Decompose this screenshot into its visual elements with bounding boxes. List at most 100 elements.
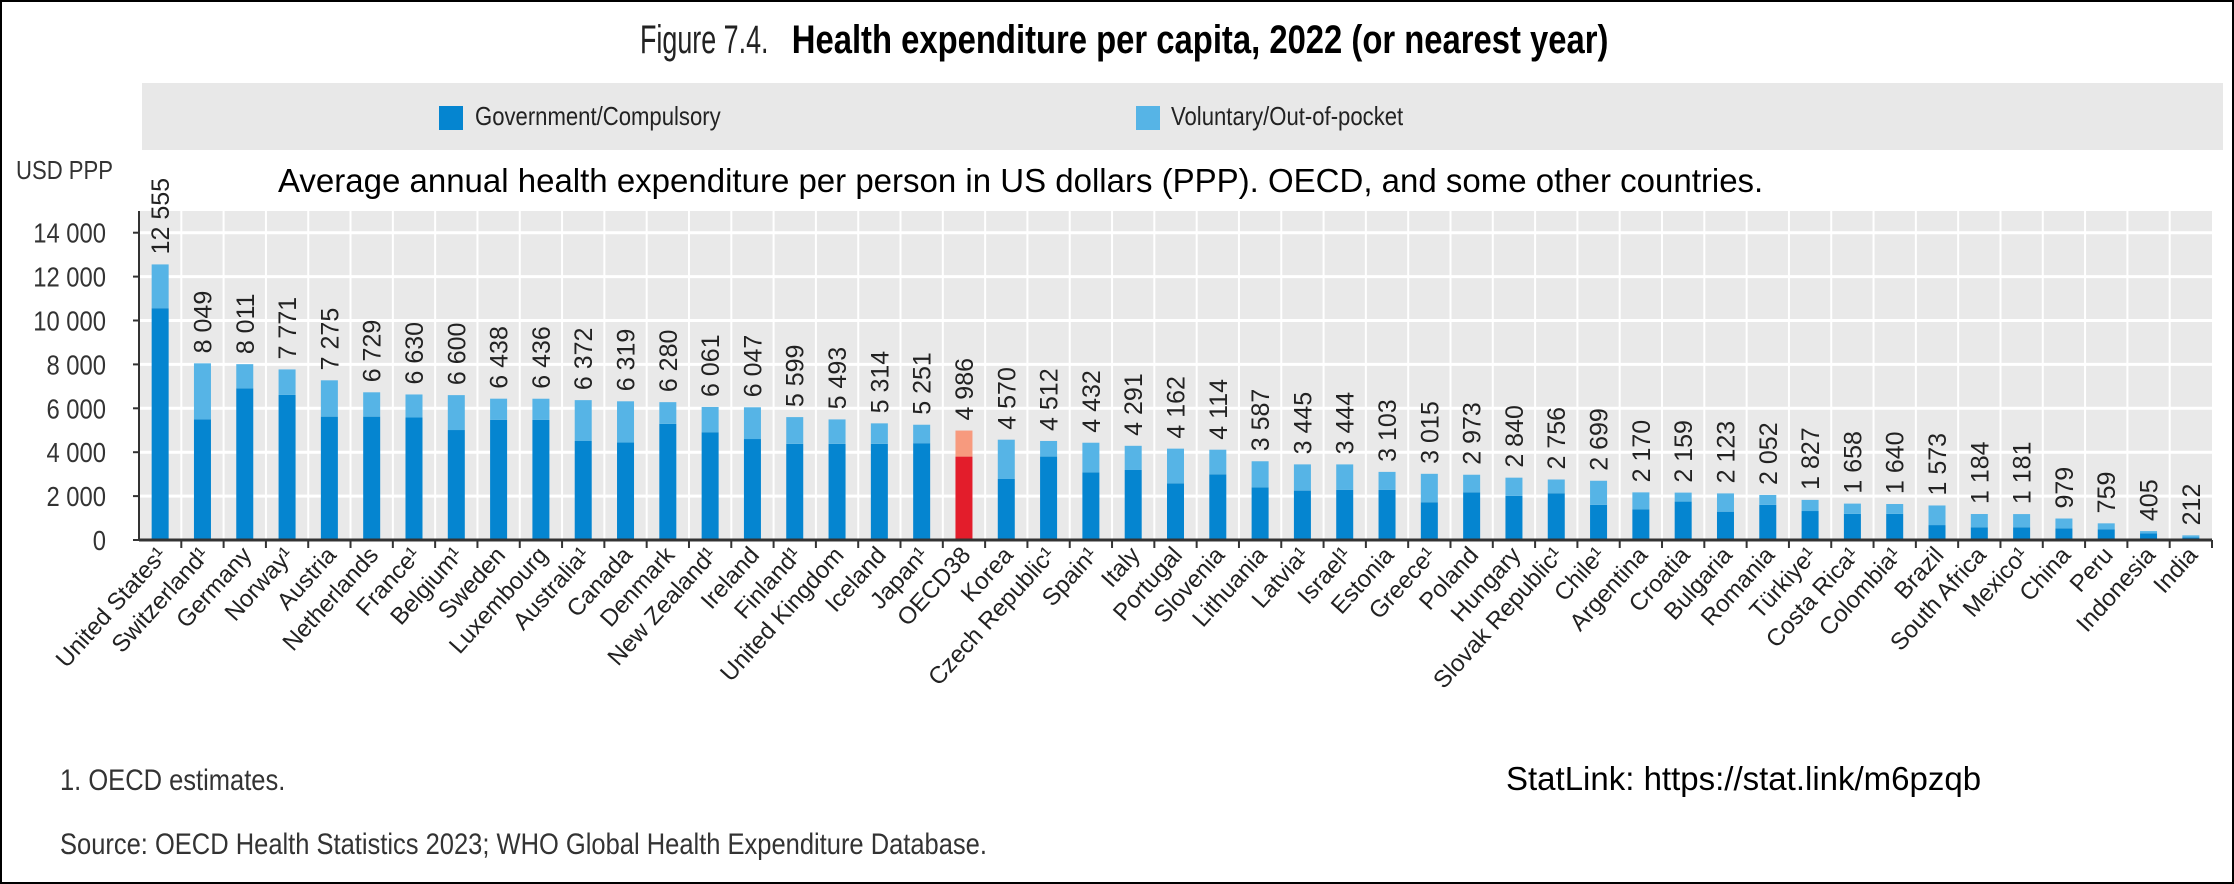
bar-voluntary bbox=[1463, 474, 1481, 493]
bar-government bbox=[1378, 489, 1396, 540]
value-label: 8 011 bbox=[232, 293, 260, 354]
bar-voluntary bbox=[786, 417, 804, 444]
value-label: 6 436 bbox=[528, 326, 556, 389]
y-tick-label: 2 000 bbox=[46, 480, 106, 512]
bar-voluntary bbox=[870, 423, 888, 444]
value-label: 4 432 bbox=[1078, 370, 1106, 433]
legend-swatch-voluntary bbox=[1136, 106, 1160, 130]
bar-voluntary bbox=[1674, 492, 1692, 502]
bar-government bbox=[1886, 513, 1904, 540]
bar-voluntary bbox=[151, 264, 169, 309]
value-label: 3 015 bbox=[1416, 401, 1444, 464]
bar-voluntary bbox=[1759, 494, 1777, 505]
bar-voluntary bbox=[913, 424, 931, 444]
bar-government bbox=[743, 439, 761, 540]
bar-government bbox=[1716, 511, 1734, 540]
value-label: 979 bbox=[2051, 467, 2079, 509]
figure-title-main: Health expenditure per capita, 2022 (or … bbox=[791, 18, 1609, 62]
bar-government bbox=[997, 478, 1015, 540]
bar-voluntary bbox=[1336, 464, 1354, 490]
value-label: 6 630 bbox=[401, 322, 429, 385]
bar-voluntary bbox=[1716, 493, 1734, 512]
bar-government bbox=[1336, 489, 1354, 540]
bar-government bbox=[574, 441, 592, 540]
value-label: 3 445 bbox=[1289, 392, 1317, 455]
chart-subtitle: Average annual health expenditure per pe… bbox=[278, 162, 1764, 199]
bar-voluntary bbox=[2097, 523, 2115, 530]
bar-government bbox=[490, 419, 508, 540]
value-label: 1 573 bbox=[1924, 433, 1952, 496]
bar-government bbox=[1251, 487, 1269, 540]
bar-government bbox=[193, 419, 211, 540]
bar-government bbox=[1082, 472, 1100, 540]
bar-voluntary bbox=[955, 430, 973, 457]
value-label: 1 181 bbox=[2009, 442, 2037, 505]
bar-voluntary bbox=[1251, 461, 1269, 488]
value-label: 2 052 bbox=[1755, 422, 1783, 485]
footnote: 1. OECD estimates. bbox=[60, 764, 286, 797]
bar-government bbox=[2055, 528, 2073, 540]
value-label: 2 756 bbox=[1543, 407, 1571, 470]
bar-government bbox=[405, 417, 423, 540]
value-label: 12 555 bbox=[147, 178, 175, 254]
x-tick-label: India bbox=[2148, 541, 2203, 598]
value-label: 5 314 bbox=[866, 351, 894, 414]
bar-government bbox=[1463, 492, 1481, 540]
bar-voluntary bbox=[405, 394, 423, 418]
value-label: 3 103 bbox=[1374, 399, 1402, 462]
value-label: 8 049 bbox=[189, 291, 217, 354]
bar-government bbox=[913, 443, 931, 540]
value-label: 4 512 bbox=[1036, 368, 1064, 431]
legend-swatch-government bbox=[439, 106, 463, 130]
bar-government bbox=[1928, 525, 1946, 540]
value-label: 6 600 bbox=[443, 323, 471, 386]
value-label: 212 bbox=[2178, 484, 2206, 526]
bar-voluntary bbox=[1167, 448, 1184, 484]
value-label: 1 658 bbox=[1839, 431, 1867, 494]
bar-voluntary bbox=[1420, 473, 1438, 503]
value-label: 2 973 bbox=[1459, 402, 1487, 465]
bar-government bbox=[236, 388, 254, 540]
bar-voluntary bbox=[363, 392, 381, 417]
bar-voluntary bbox=[1505, 477, 1523, 496]
bar-voluntary bbox=[1801, 499, 1819, 512]
y-tick-label: 8 000 bbox=[46, 349, 106, 381]
bar-government bbox=[870, 443, 888, 540]
bar-government bbox=[532, 419, 550, 540]
bar-government bbox=[2140, 533, 2158, 540]
bar-voluntary bbox=[447, 395, 465, 431]
bar-voluntary bbox=[1886, 504, 1904, 514]
bar-voluntary bbox=[1632, 492, 1650, 510]
bar-voluntary bbox=[1209, 449, 1227, 475]
bar-government bbox=[1167, 483, 1184, 540]
bar-government bbox=[320, 416, 338, 540]
bar-voluntary bbox=[2140, 531, 2158, 534]
bar-government bbox=[1843, 513, 1861, 540]
bar-voluntary bbox=[701, 406, 719, 433]
value-label: 6 047 bbox=[739, 335, 767, 398]
bar-government bbox=[1420, 502, 1438, 540]
bar-government bbox=[278, 394, 296, 540]
y-tick-label: 0 bbox=[93, 524, 106, 556]
statlink[interactable]: StatLink: https://stat.link/m6pzqb bbox=[1506, 760, 1982, 797]
bar-government bbox=[828, 443, 846, 540]
value-label: 1 184 bbox=[1966, 441, 1994, 504]
bar-voluntary bbox=[659, 402, 677, 424]
bar-voluntary bbox=[236, 364, 254, 389]
bar-government bbox=[659, 423, 677, 540]
bar-government bbox=[1505, 495, 1523, 540]
bar-government bbox=[2013, 527, 2031, 540]
value-label: 7 771 bbox=[274, 297, 302, 360]
bar-voluntary bbox=[1928, 505, 1946, 526]
bar-voluntary bbox=[193, 363, 211, 420]
legend-label-voluntary: Voluntary/Out-of-pocket bbox=[1171, 101, 1404, 131]
value-label: 5 599 bbox=[782, 345, 810, 408]
value-label: 405 bbox=[2136, 479, 2164, 521]
bar-voluntary bbox=[2055, 518, 2073, 529]
value-label: 7 275 bbox=[316, 308, 344, 371]
bar-government bbox=[363, 416, 381, 540]
bar-voluntary bbox=[320, 380, 338, 417]
bar-voluntary bbox=[1040, 440, 1058, 457]
bar-voluntary bbox=[1293, 464, 1311, 491]
